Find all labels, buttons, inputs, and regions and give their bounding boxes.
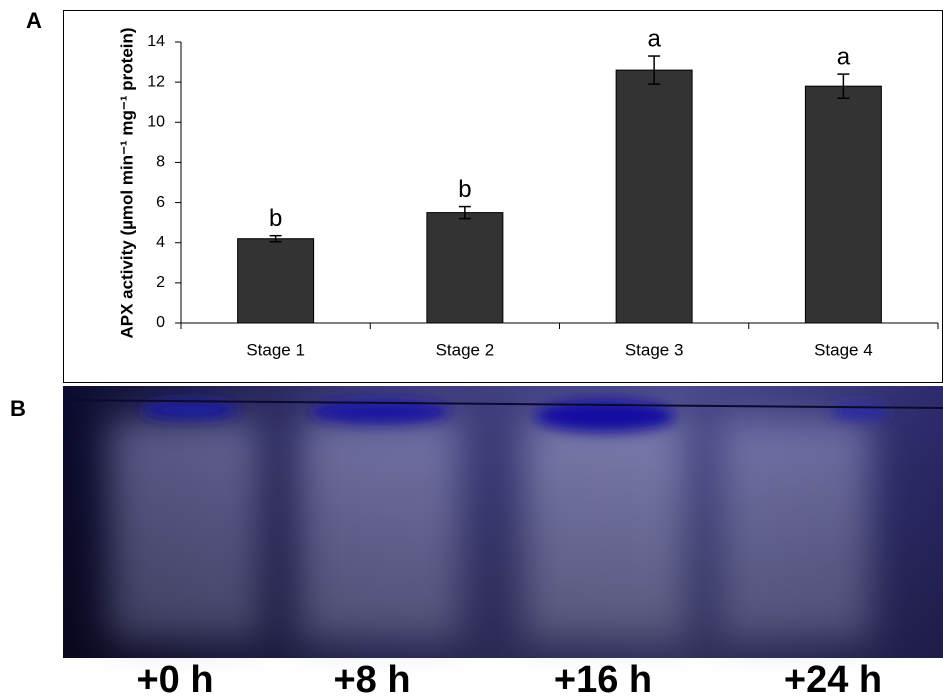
- y-axis-label: APX activity (µmol min⁻¹ mg⁻¹ protein): [117, 27, 136, 338]
- x-tick-label: Stage 4: [814, 340, 873, 359]
- error-bar: [458, 205, 471, 220]
- gel-shade: [63, 386, 943, 658]
- gel: [62, 386, 943, 658]
- bar: [237, 238, 315, 324]
- y-tick-label: 2: [156, 274, 165, 291]
- lane-label: +24 h: [784, 659, 882, 698]
- y-tick-label: 14: [147, 33, 165, 50]
- x-tick-label: Stage 3: [625, 340, 684, 359]
- lane-label: +8 h: [333, 659, 410, 698]
- significance-letter: a: [647, 25, 661, 52]
- lane-label: +16 h: [554, 659, 652, 698]
- y-tick-label: 0: [156, 314, 165, 331]
- y-tick-label: 10: [147, 114, 165, 131]
- significance-letter: b: [269, 205, 282, 232]
- y-tick-label: 12: [147, 73, 165, 90]
- x-tick-label: Stage 2: [436, 340, 495, 359]
- error-bar: [837, 73, 850, 99]
- x-tick-label: Stage 1: [246, 340, 305, 359]
- panel-label: A: [26, 8, 42, 33]
- error-bar: [648, 55, 661, 85]
- y-tick-label: 4: [156, 234, 165, 251]
- gel-well-line: [62, 399, 943, 409]
- y-tick-label: 8: [156, 154, 165, 171]
- bar: [615, 69, 693, 324]
- significance-letter: b: [458, 176, 471, 203]
- bar: [426, 212, 504, 324]
- bar: [804, 85, 882, 324]
- lane-label: +0 h: [136, 659, 213, 698]
- significance-letter: a: [837, 43, 851, 70]
- error-bar: [269, 234, 282, 243]
- panel-label: B: [10, 396, 26, 421]
- y-tick-label: 6: [156, 194, 165, 211]
